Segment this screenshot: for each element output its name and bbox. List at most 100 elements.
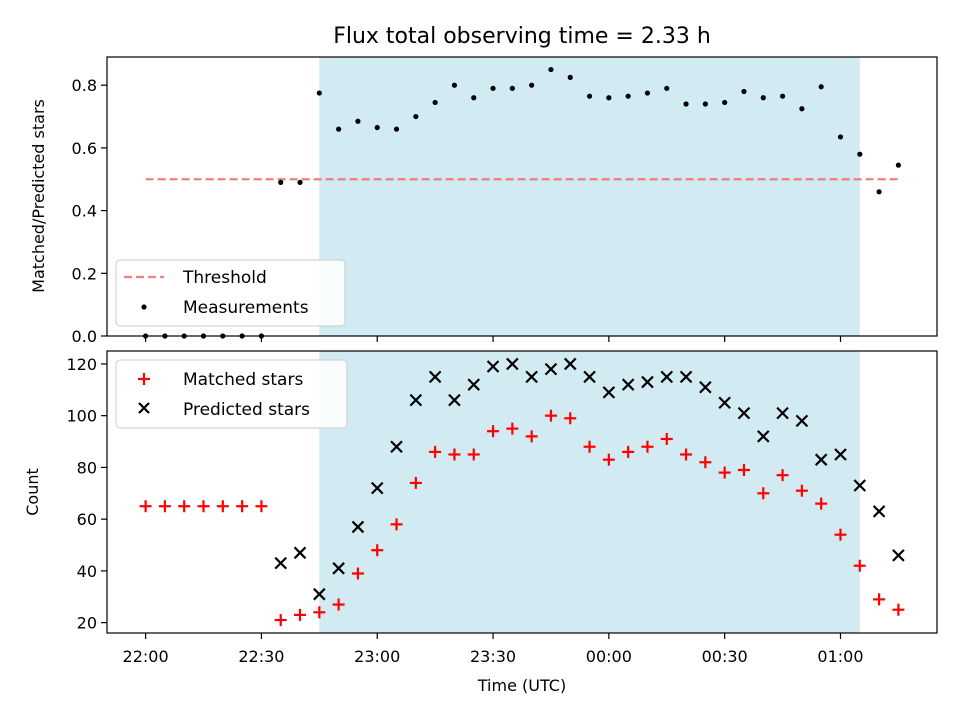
predicted-star-point (390, 440, 403, 454)
measurement-point (471, 95, 477, 101)
measurement-point (818, 84, 824, 90)
matched-star-point (274, 614, 287, 627)
measurement-point (586, 93, 593, 99)
ratio-y-tick-label: 0.2 (72, 264, 97, 283)
matched-star-point (371, 544, 384, 557)
matched-star-point (680, 448, 693, 461)
measurement-point (625, 93, 631, 99)
predicted-star-point (409, 393, 423, 407)
legend-matched-label: Matched stars (183, 370, 303, 390)
ratio-legend: Threshold Measurements (115, 259, 346, 327)
measurement-point (355, 118, 361, 124)
matched-star-point (390, 518, 403, 531)
predicted-star-point (621, 378, 635, 391)
count-shaded-region (319, 351, 860, 633)
matched-star-point (351, 567, 364, 580)
matched-star-point (216, 500, 229, 513)
ratio-panel-frame (106, 56, 938, 337)
measurement-point (413, 113, 419, 120)
predicted-star-point (718, 396, 731, 410)
ratio-y-tick-label: 0.8 (72, 76, 97, 95)
predicted-star-point (737, 406, 751, 420)
matched-star-point (255, 500, 268, 513)
matched-star-point (718, 466, 731, 479)
ratio-y-tick-label: 0.0 (72, 327, 97, 346)
measurement-point (432, 99, 438, 106)
measurement-point (741, 88, 747, 95)
legend-measurements-swatch (141, 304, 147, 310)
measurement-point (393, 126, 400, 132)
predicted-star-point (660, 370, 674, 384)
matched-star-point (197, 500, 210, 513)
legend-predicted-swatch (138, 402, 150, 414)
measurement-point (799, 106, 805, 112)
legend-threshold-label: Threshold (182, 268, 267, 288)
x-tick-label: 00:00 (586, 647, 632, 666)
count-y-tick-label: 120 (66, 355, 97, 374)
predicted-star-point (795, 414, 809, 428)
measurement-point (529, 82, 535, 88)
predicted-star-point (467, 378, 481, 391)
count-panel: 20 40 60 80 100 120 22:00 22:30 23:00 23:30 00:00… (23, 350, 938, 695)
matched-star-point (757, 487, 770, 500)
matched-star-point (834, 528, 847, 541)
matched-star-point (236, 500, 249, 513)
measurement-point (509, 85, 515, 91)
predicted-star-point (853, 479, 867, 492)
matched-star-point (737, 464, 750, 477)
x-tick-label: 01:00 (817, 647, 863, 666)
ratio-panel: 0.00.20.40.60.8 Matched/Predicted stars … (29, 56, 938, 346)
predicted-star-point (776, 406, 789, 420)
matched-star-point (429, 445, 442, 458)
legend-predicted-label: Predicted stars (183, 400, 310, 420)
predicted-star-point (679, 370, 693, 384)
measurement-point (702, 101, 708, 107)
measurement-point (760, 95, 766, 101)
matched-star-point (699, 456, 712, 469)
count-legend: Matched stars Predicted stars (115, 359, 348, 429)
measurement-point (895, 162, 901, 168)
count-y-tick-label: 40 (77, 562, 97, 581)
predicted-star-point (757, 430, 770, 443)
measurement-point (548, 66, 554, 73)
predicted-star-point (293, 546, 307, 560)
x-tick-label: 00:30 (702, 647, 748, 666)
measurement-point (779, 93, 786, 99)
legend-measurements-label: Measurements (183, 298, 309, 318)
matched-star-point (564, 412, 577, 425)
measurement-point (278, 179, 284, 185)
predicted-star-point (602, 386, 616, 399)
x-tick-label: 23:00 (354, 647, 400, 666)
predicted-star-point (872, 505, 886, 518)
ratio-shaded-region (319, 57, 860, 336)
count-y-axis-label: Count (23, 468, 42, 516)
matched-star-point (853, 559, 866, 572)
predicted-star-point (641, 375, 654, 389)
matched-star-point (139, 500, 152, 513)
x-axis-label: Time (UTC) (477, 676, 566, 695)
legend-matched-swatch (138, 373, 150, 385)
x-tick-label: 23:30 (470, 647, 516, 666)
matched-star-point (583, 440, 596, 453)
measurement-point (567, 74, 573, 80)
predicted-star-point (332, 562, 345, 575)
measurement-point (644, 90, 651, 96)
x-tick-label: 22:30 (238, 647, 284, 666)
measurement-point (664, 85, 670, 91)
predicted-star-point (814, 453, 828, 466)
predicted-star-point (583, 370, 596, 384)
matched-star-point (795, 484, 808, 497)
measurement-point (316, 90, 322, 96)
predicted-star-point (448, 393, 461, 407)
ratio-y-axis-label: Matched/Predicted stars (29, 99, 48, 293)
predicted-star-point (834, 448, 847, 461)
matched-star-point (487, 425, 500, 438)
count-y-tick-label: 60 (77, 510, 97, 529)
count-y-tick-label: 20 (77, 614, 97, 633)
predicted-star-point (506, 357, 519, 371)
matched-star-point (448, 448, 461, 461)
matched-star-point (467, 448, 480, 461)
predicted-star-point (544, 362, 558, 376)
predicted-star-point (892, 549, 905, 562)
measurement-point (683, 101, 689, 107)
